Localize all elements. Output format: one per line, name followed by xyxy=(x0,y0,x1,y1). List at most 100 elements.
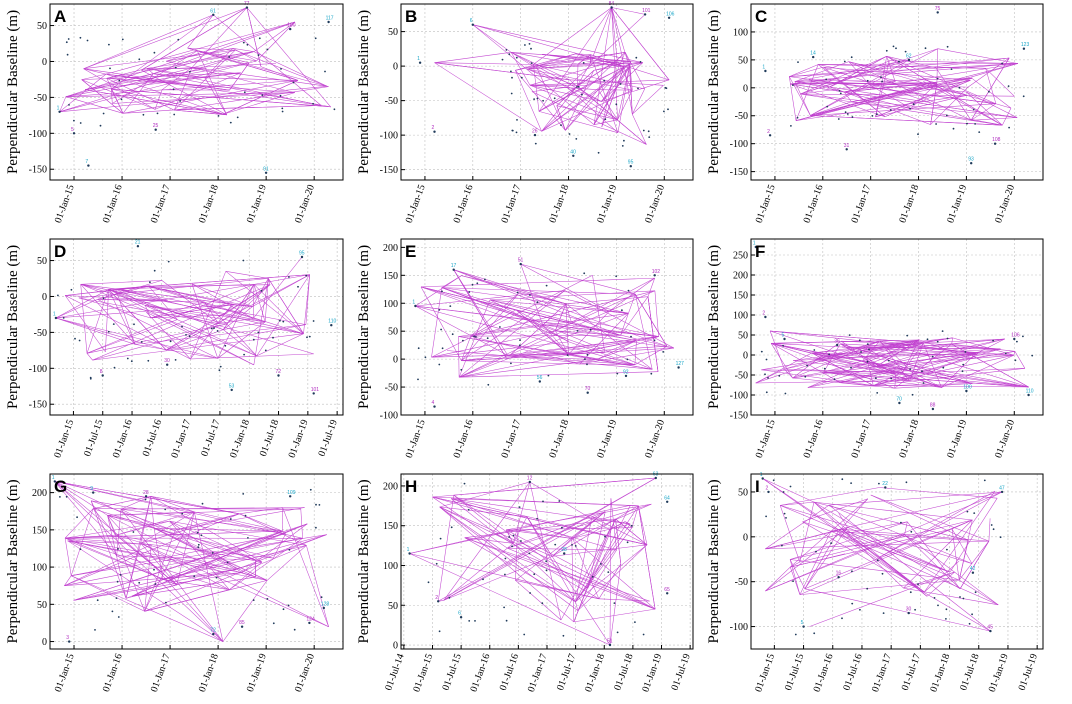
panel-a-baseline-line xyxy=(197,50,299,81)
panel-i-xtick-label: 01-Jan-16 xyxy=(812,652,836,693)
panel-i-baseline-line xyxy=(904,521,908,535)
panel-d-acquisition-dot xyxy=(147,359,150,362)
panel-b-acquisition-dot xyxy=(530,62,533,64)
panel-c-xtick-label: 01-Jan-18 xyxy=(897,183,921,224)
panel-d-baseline-line xyxy=(108,289,224,330)
panel-e-baseline-line xyxy=(489,299,621,336)
panel-c-baseline-line xyxy=(935,67,972,121)
panel-h-baseline-line xyxy=(577,544,648,611)
panel-g-xtick-label: 01-Jan-18 xyxy=(197,652,221,693)
panel-i-baseline-line xyxy=(765,521,908,550)
panel-f-acquisition-dot xyxy=(876,392,879,394)
panel-b-acquisition-dot xyxy=(621,145,624,147)
panel-f-baseline-line xyxy=(784,368,903,373)
panel-i-baseline-line xyxy=(790,553,846,568)
panel-d-baseline-line xyxy=(191,283,254,319)
panel-f-acquisition-dot xyxy=(992,339,994,342)
panel-d-baseline-line xyxy=(55,317,167,351)
panel-c-baseline-line xyxy=(810,82,937,116)
panel-a-point xyxy=(154,128,157,131)
panel-b: 1 2 6 26 40 84 95 101 106 -150 -100 -50 0 50 01-Jan-15… xyxy=(351,0,701,235)
panel-f-acquisition-dot xyxy=(850,366,852,369)
panel-g-acquisition-dot xyxy=(164,508,167,511)
panel-a-xtick-label: 01-Jan-15 xyxy=(53,183,77,224)
panel-d-baseline-line xyxy=(108,289,136,345)
panel-b-acquisition-dot xyxy=(516,119,518,121)
panel-a-baseline-line xyxy=(187,14,214,49)
panel-a-point xyxy=(245,6,249,9)
panel-e-acquisition-dot xyxy=(650,372,653,375)
panel-g-baseline-line xyxy=(236,534,327,570)
panel-b-baseline-line xyxy=(611,7,618,120)
panel-h-baseline-line xyxy=(515,580,562,621)
panel-g-acquisition-dot xyxy=(65,495,68,498)
panel-f-acquisition-dot xyxy=(858,339,861,342)
panel-e-point-label: 51 xyxy=(518,258,524,264)
panel-i-baseline-line xyxy=(951,519,973,530)
panel-f-baseline-line xyxy=(873,385,1029,388)
panel-a-acquisition-dot xyxy=(65,41,68,44)
panel-a-baseline-line xyxy=(59,86,328,113)
panel-b-acquisition-dot xyxy=(501,58,504,61)
panel-b-acquisition-dot xyxy=(647,130,650,133)
panel-d-baseline-line xyxy=(146,312,191,360)
panel-a-baseline-line xyxy=(65,92,295,97)
panel-h-acquisition-dot xyxy=(467,508,470,511)
panel-h-acquisition-dot xyxy=(504,557,507,560)
panel-b-baseline-line xyxy=(434,62,542,132)
panel-b-xtick-label: 01-Jan-18 xyxy=(547,183,571,224)
panel-i-acquisition-dot xyxy=(876,559,879,562)
panel-g-acquisition-dot xyxy=(181,512,184,515)
panel-f-baseline-line xyxy=(811,352,910,381)
panel-g-baseline-line xyxy=(67,540,268,581)
panel-b-baseline-line xyxy=(434,62,570,81)
panel-a-baseline-line xyxy=(146,51,254,69)
panel-d-acquisition-dot xyxy=(210,327,213,330)
panel-f-xtick-label: 01-Jan-20 xyxy=(993,418,1017,459)
panel-f-acquisition-dot xyxy=(823,367,826,370)
panel-b-baseline-line xyxy=(527,68,602,102)
panel-a-acquisition-dot xyxy=(257,54,260,56)
panel-i-point xyxy=(971,571,975,574)
panel-c-baseline-line xyxy=(794,81,811,116)
panel-g-acquisition-dot xyxy=(244,514,247,517)
panel-h-baseline-line xyxy=(529,481,562,621)
panel-h-acquisition-dot xyxy=(536,517,538,520)
panel-b-baseline-line xyxy=(629,67,670,81)
panel-f-ytick-label: -100 xyxy=(730,391,748,402)
panel-h-baseline-line xyxy=(551,511,606,557)
panel-c-acquisition-dot xyxy=(826,105,829,108)
panel-f-point-label: 88 xyxy=(930,403,936,409)
panel-a-acquisition-dot xyxy=(189,70,191,73)
panel-b-baseline-line xyxy=(529,84,602,102)
panel-d-acquisition-dot xyxy=(306,336,308,339)
panel-a-acquisition-dot xyxy=(280,68,282,70)
panel-e-acquisition-dot xyxy=(586,353,589,356)
panel-e-acquisition-dot xyxy=(510,362,512,365)
panel-i-point xyxy=(1000,490,1004,494)
panel-g-xtick-label: 01-Jan-19 xyxy=(245,652,269,693)
panel-a-acquisition-dot xyxy=(177,38,180,41)
panel-e-point-label: 4 xyxy=(432,400,435,406)
panel-c-svg: 1 2 14 31 62 75 93 108 123 -150 -100 -50 0 50 100 01-Ja… xyxy=(706,3,1044,225)
panel-e-ytick-label: 50 xyxy=(388,327,398,338)
panel-i-baseline-line xyxy=(799,579,960,595)
panel-e-baseline-line xyxy=(565,303,569,355)
panel-b-baseline-line xyxy=(569,79,647,145)
panel-d-baseline-line xyxy=(78,278,269,299)
panel-h-baseline-line xyxy=(573,608,656,623)
panel-d-baseline-line xyxy=(166,329,224,351)
panel-e-ylabel: Perpendicular Baseline (m) xyxy=(356,245,372,409)
panel-i-acquisition-dot xyxy=(878,482,880,485)
panel-d-xtick-label: 01-Jan-18 xyxy=(228,418,252,459)
panel-f-acquisition-dot xyxy=(921,370,923,373)
panel-g-baseline-line xyxy=(282,507,329,627)
panel-h-point xyxy=(437,600,440,603)
panel-f-baseline-line xyxy=(811,352,874,386)
panel-f-xtick-label: 01-Jan-15 xyxy=(754,418,778,459)
panel-c-acquisition-dot xyxy=(904,50,907,53)
panel-h-baseline-line xyxy=(432,496,639,507)
panel-i-acquisition-dot xyxy=(946,548,948,551)
panel-d-acquisition-dot xyxy=(264,349,267,352)
panel-i-xtick-label: 01-Jul-16 xyxy=(841,652,864,692)
